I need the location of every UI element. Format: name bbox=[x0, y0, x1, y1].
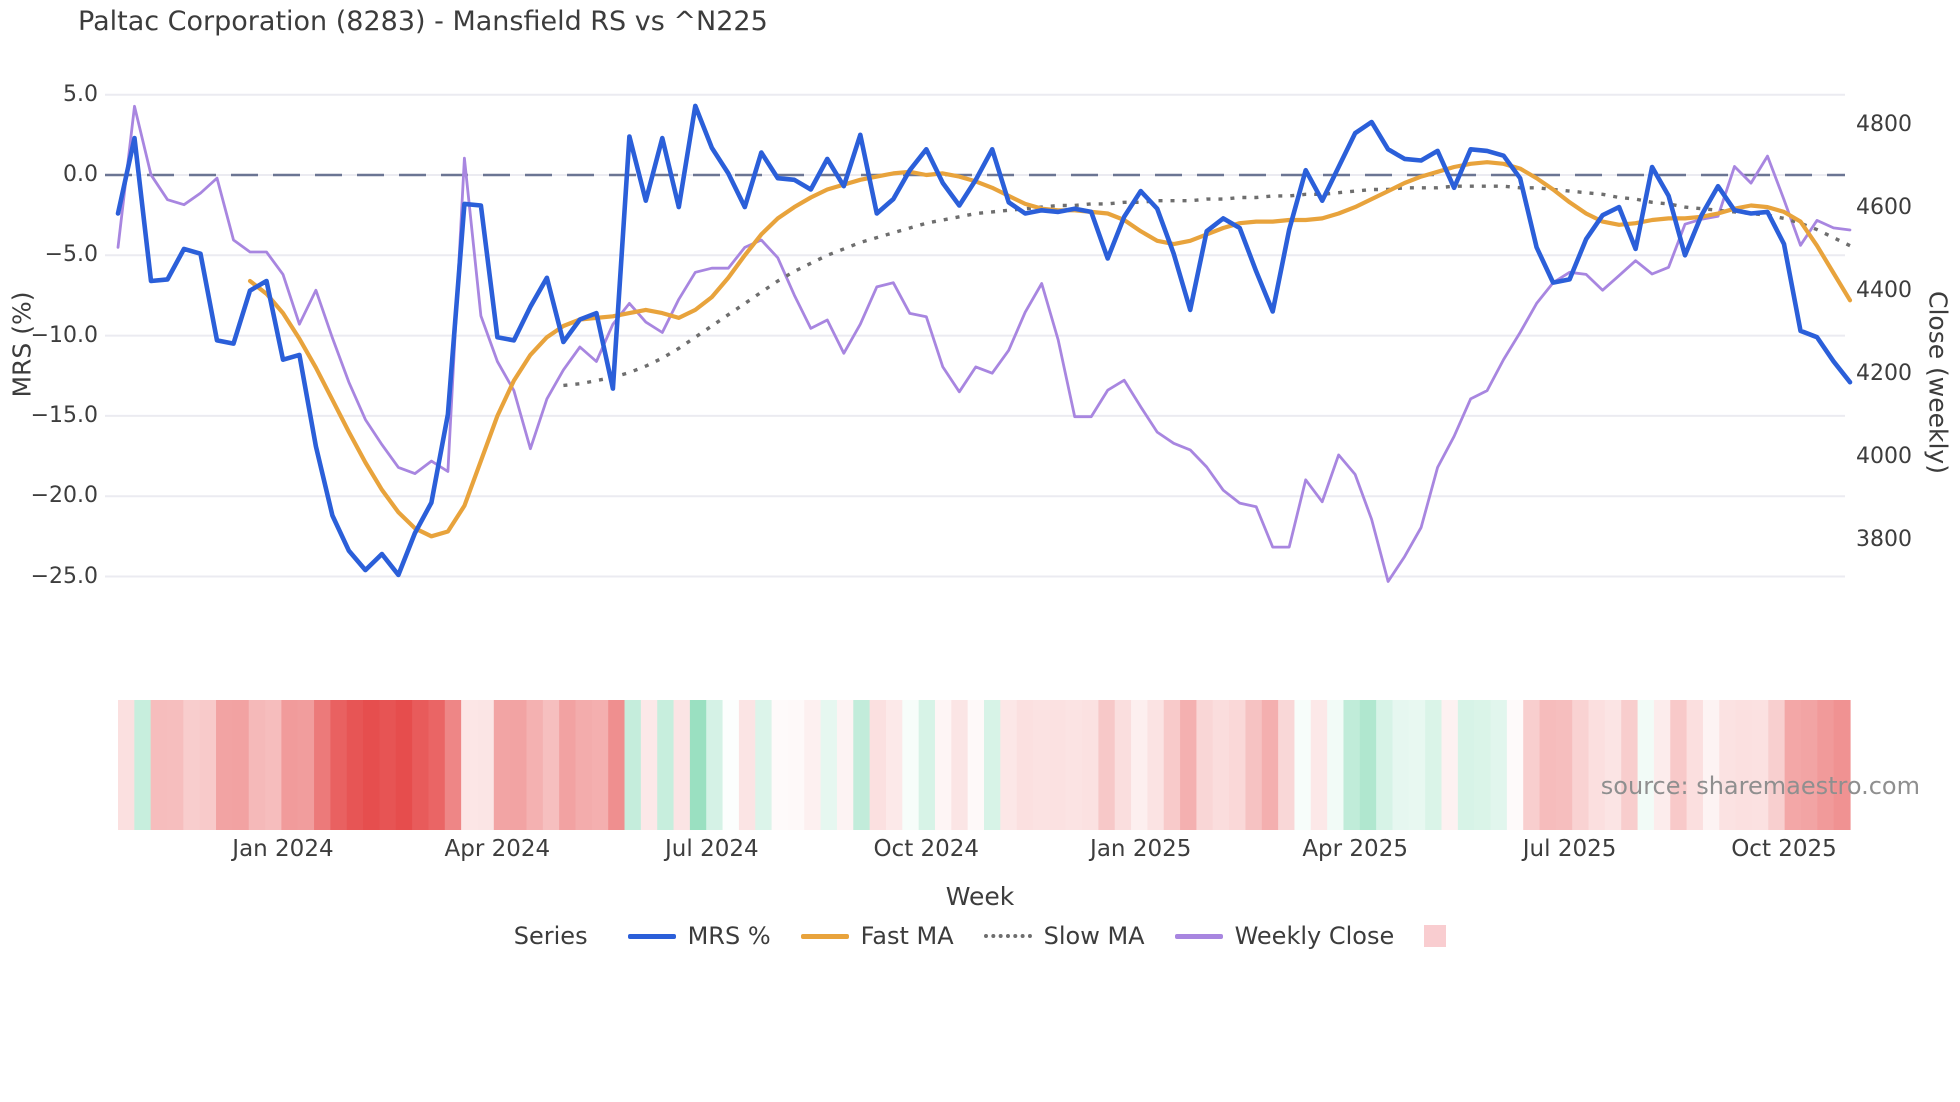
legend-item bbox=[1424, 925, 1447, 947]
left-tick-label: −20.0 bbox=[30, 483, 98, 509]
x-tick-label: Jul 2025 bbox=[1522, 836, 1617, 862]
left-tick-label: −25.0 bbox=[30, 563, 98, 589]
left-tick-label: 5.0 bbox=[63, 81, 98, 107]
heatmap-strip bbox=[118, 700, 1851, 830]
right-tick-label: 4600 bbox=[1856, 195, 1912, 220]
legend-label: MRS % bbox=[687, 922, 771, 950]
legend-swatch-mrs- bbox=[627, 933, 676, 939]
legend-item: Weekly Close bbox=[1174, 922, 1395, 950]
fast-ma-line bbox=[247, 160, 1853, 539]
right-axis-title: Close (weekly) bbox=[1923, 291, 1953, 474]
right-tick-label: 4200 bbox=[1856, 361, 1912, 386]
legend-item: MRS % bbox=[627, 922, 771, 950]
series-lines bbox=[115, 103, 1853, 583]
mrs-line bbox=[115, 103, 1853, 578]
legend-swatch-fast-ma bbox=[800, 933, 849, 939]
x-tick-label: Oct 2025 bbox=[1731, 836, 1837, 862]
x-tick-label: Apr 2025 bbox=[1302, 836, 1408, 862]
x-tick-label: Oct 2024 bbox=[873, 836, 980, 862]
x-tick-label: Jan 2025 bbox=[1090, 836, 1192, 862]
legend: Series MRS % Fast MA Slow MA Weekly Close bbox=[0, 922, 1960, 950]
left-tick-label: −10.0 bbox=[30, 322, 98, 348]
legend-label: Fast MA bbox=[860, 922, 954, 950]
legend-swatch-weekly-close bbox=[1174, 933, 1223, 939]
x-tick-label: Apr 2024 bbox=[444, 836, 551, 862]
legend-label: Slow MA bbox=[1043, 922, 1145, 950]
legend-swatch-heatmap bbox=[1424, 925, 1447, 947]
slow-ma-line bbox=[563, 184, 1851, 388]
legend-swatch-slow-ma bbox=[983, 934, 1032, 938]
legend-title: Series bbox=[513, 922, 588, 950]
weekly-close-line bbox=[116, 104, 1852, 583]
right-tick-label: 3800 bbox=[1856, 527, 1912, 552]
legend-item: Fast MA bbox=[800, 922, 954, 950]
x-axis-title: Week bbox=[945, 882, 1015, 911]
right-tick-label: 4800 bbox=[1856, 112, 1912, 137]
x-tick-label: Jan 2024 bbox=[232, 836, 334, 862]
x-tick-label: Jul 2024 bbox=[665, 836, 759, 862]
source-watermark: source: sharemaestro.com bbox=[1600, 772, 1920, 800]
left-tick-label: −5.0 bbox=[44, 242, 98, 268]
right-tick-label: 4000 bbox=[1856, 444, 1912, 469]
legend-item: Slow MA bbox=[983, 922, 1145, 950]
left-tick-label: 0.0 bbox=[63, 162, 98, 187]
legend-label: Weekly Close bbox=[1234, 922, 1395, 950]
gridlines bbox=[105, 93, 1845, 578]
page-title: Paltac Corporation (8283) - Mansfield RS… bbox=[78, 6, 768, 37]
left-tick-label: −15.0 bbox=[30, 402, 98, 428]
right-tick-label: 4400 bbox=[1856, 278, 1912, 303]
legend-items: MRS % Fast MA Slow MA Weekly Close bbox=[627, 922, 1447, 950]
